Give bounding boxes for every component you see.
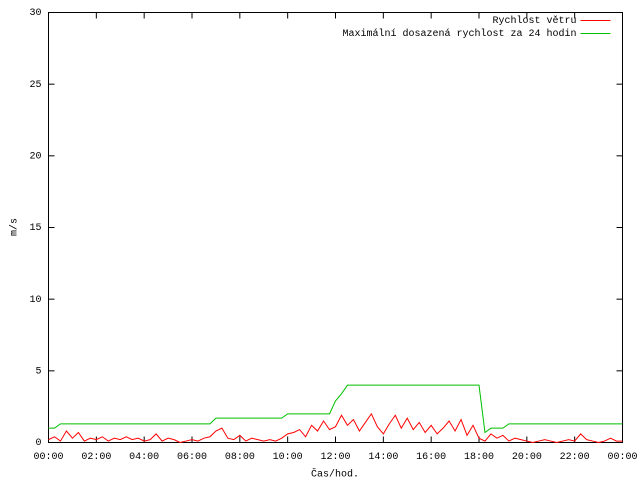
y-tick-label: 5 [35, 366, 41, 377]
legend-label: Maximální dosazená rychlost za 24 hodin [342, 28, 576, 40]
x-tick-label: 14:00 [368, 452, 398, 463]
x-tick-label: 18:00 [464, 452, 494, 463]
y-tick-label: 0 [35, 438, 41, 449]
x-tick-label: 12:00 [320, 452, 350, 463]
x-tick-label: 04:00 [129, 452, 159, 463]
x-tick-label: 06:00 [177, 452, 207, 463]
x-tick-label: 20:00 [512, 452, 542, 463]
legend-label: Rychlost větru [492, 15, 576, 27]
y-tick-label: 30 [29, 8, 41, 19]
y-axis-label: m/s [9, 218, 21, 236]
series-line [48, 384, 623, 434]
series-line [48, 412, 623, 444]
x-tick-label: 02:00 [81, 452, 111, 463]
y-tick-label: 15 [29, 223, 41, 234]
x-tick-label: 16:00 [416, 452, 446, 463]
plot-border [48, 12, 623, 443]
y-tick-label: 25 [29, 80, 41, 91]
x-tick-label: 00:00 [607, 452, 637, 463]
x-axis-label: Čas/hod. [311, 467, 359, 480]
x-tick-label: 10:00 [273, 452, 303, 463]
x-tick-label: 08:00 [225, 452, 255, 463]
y-tick-label: 20 [29, 151, 41, 162]
x-tick-label: 00:00 [33, 452, 63, 463]
x-tick-label: 22:00 [560, 452, 590, 463]
y-tick-label: 10 [29, 295, 41, 306]
